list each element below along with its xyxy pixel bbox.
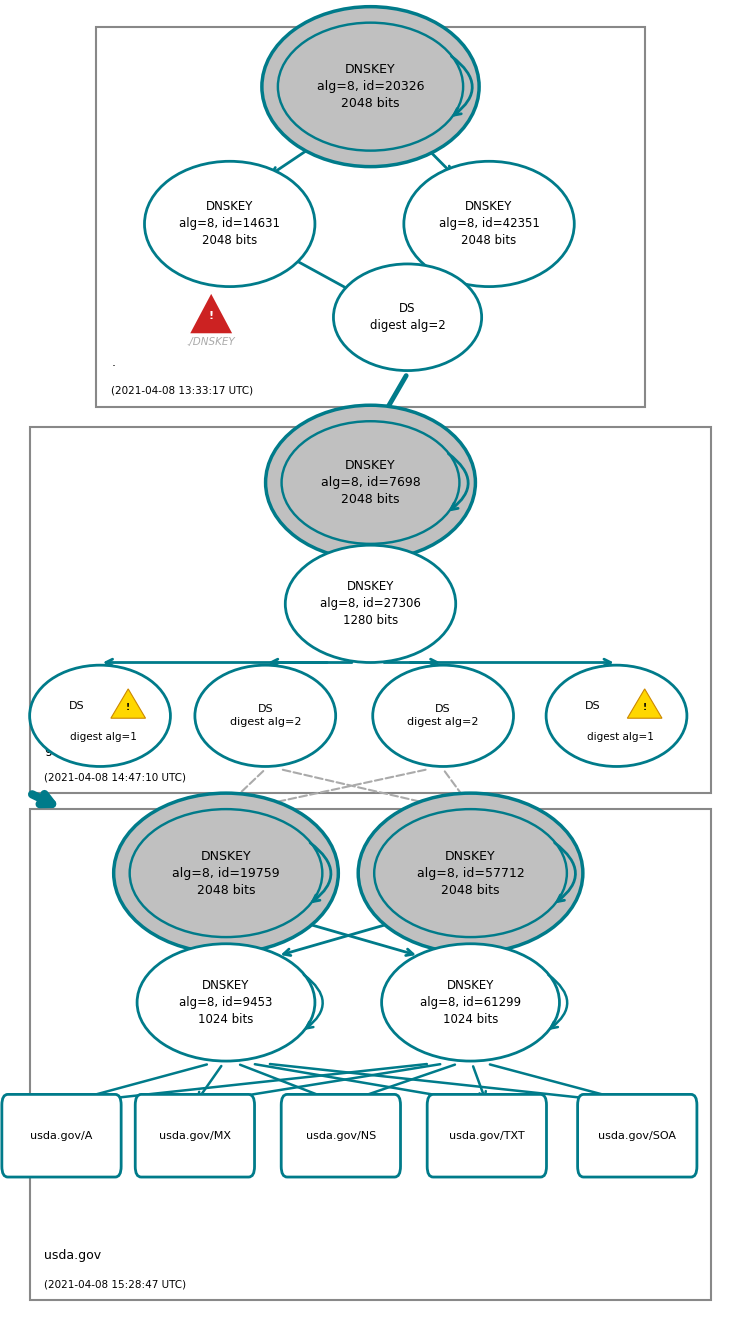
Text: ./DNSKEY: ./DNSKEY (187, 336, 236, 347)
Ellipse shape (358, 793, 583, 953)
Text: DNSKEY
alg=8, id=20326
2048 bits: DNSKEY alg=8, id=20326 2048 bits (316, 63, 425, 111)
Text: !: ! (209, 311, 213, 321)
Ellipse shape (265, 405, 476, 560)
Text: usda.gov/SOA: usda.gov/SOA (598, 1130, 677, 1141)
Ellipse shape (30, 665, 170, 766)
Text: DS
digest alg=2: DS digest alg=2 (408, 704, 479, 728)
Ellipse shape (137, 944, 315, 1061)
Text: DNSKEY
alg=8, id=19759
2048 bits: DNSKEY alg=8, id=19759 2048 bits (172, 849, 280, 897)
Text: DNSKEY
alg=8, id=27306
1280 bits: DNSKEY alg=8, id=27306 1280 bits (320, 580, 421, 628)
Ellipse shape (144, 161, 315, 287)
Ellipse shape (546, 665, 687, 766)
Text: (2021-04-08 13:33:17 UTC): (2021-04-08 13:33:17 UTC) (111, 385, 253, 396)
Text: digest alg=1: digest alg=1 (70, 732, 137, 742)
Ellipse shape (285, 545, 456, 663)
Text: DNSKEY
alg=8, id=9453
1024 bits: DNSKEY alg=8, id=9453 1024 bits (179, 978, 273, 1026)
Text: .: . (111, 356, 115, 369)
FancyBboxPatch shape (30, 809, 711, 1300)
Text: DS
digest alg=2: DS digest alg=2 (230, 704, 301, 728)
Text: DNSKEY
alg=8, id=42351
2048 bits: DNSKEY alg=8, id=42351 2048 bits (439, 200, 539, 248)
FancyBboxPatch shape (30, 427, 711, 793)
FancyBboxPatch shape (135, 1094, 255, 1177)
FancyBboxPatch shape (427, 1094, 547, 1177)
Text: !: ! (642, 704, 647, 712)
Ellipse shape (382, 944, 559, 1061)
Ellipse shape (113, 793, 339, 953)
FancyBboxPatch shape (281, 1094, 400, 1177)
Text: DS
digest alg=2: DS digest alg=2 (370, 303, 445, 332)
Text: (2021-04-08 15:28:47 UTC): (2021-04-08 15:28:47 UTC) (44, 1278, 187, 1289)
Polygon shape (111, 689, 145, 718)
FancyBboxPatch shape (96, 27, 645, 407)
Polygon shape (628, 689, 662, 718)
Text: usda.gov/MX: usda.gov/MX (159, 1130, 231, 1141)
Text: usda.gov: usda.gov (44, 1249, 102, 1262)
Ellipse shape (195, 665, 336, 766)
Ellipse shape (404, 161, 574, 287)
Ellipse shape (373, 665, 514, 766)
Text: usda.gov/A: usda.gov/A (30, 1130, 93, 1141)
Text: digest alg=1: digest alg=1 (587, 732, 654, 742)
Text: DNSKEY
alg=8, id=61299
1024 bits: DNSKEY alg=8, id=61299 1024 bits (420, 978, 521, 1026)
Text: DNSKEY
alg=8, id=57712
2048 bits: DNSKEY alg=8, id=57712 2048 bits (416, 849, 525, 897)
Text: DS: DS (585, 701, 601, 712)
Text: gov: gov (44, 742, 67, 756)
Text: !: ! (126, 704, 130, 712)
FancyBboxPatch shape (578, 1094, 697, 1177)
Ellipse shape (262, 7, 479, 167)
Text: usda.gov/TXT: usda.gov/TXT (449, 1130, 525, 1141)
Text: DNSKEY
alg=8, id=7698
2048 bits: DNSKEY alg=8, id=7698 2048 bits (321, 459, 420, 507)
Text: usda.gov/NS: usda.gov/NS (306, 1130, 376, 1141)
Text: (2021-04-08 14:47:10 UTC): (2021-04-08 14:47:10 UTC) (44, 772, 187, 782)
Text: DNSKEY
alg=8, id=14631
2048 bits: DNSKEY alg=8, id=14631 2048 bits (179, 200, 280, 248)
Polygon shape (188, 292, 234, 335)
Text: DS: DS (68, 701, 84, 712)
Ellipse shape (333, 264, 482, 371)
FancyBboxPatch shape (2, 1094, 121, 1177)
